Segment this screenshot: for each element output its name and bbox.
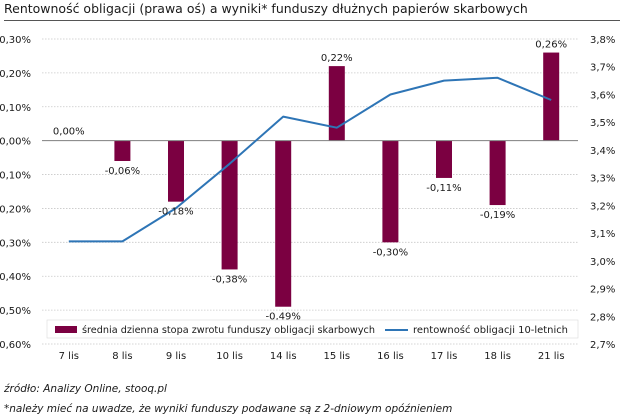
left-tick-label: -0,40% [0, 272, 31, 283]
left-tick-label: -0,10% [0, 171, 31, 182]
left-tick-label: -0,60% [0, 340, 31, 351]
x-tick-label: 21 lis [538, 351, 565, 362]
right-tick-label: 3,6% [590, 90, 615, 101]
legend-box [46, 319, 579, 339]
bar [275, 140, 292, 307]
bar-data-labels: 0,00% -0,06% -0,18% -0,38% -0,49% 0,22% -0,30%… [53, 40, 567, 323]
left-tick-label: -0,50% [0, 306, 31, 317]
legend-bar-label: średnia dzienna stopa zwrotu funduszy ob… [82, 325, 375, 336]
right-tick-label: 3,5% [590, 118, 615, 129]
bar-data-label: -0,49% [266, 312, 301, 323]
bar-series [114, 52, 560, 307]
left-tick-label: 0,20% [0, 69, 31, 80]
gridlines [42, 38, 578, 345]
right-axis-ticks: 3,8% 3,7% 3,6% 3,5% 3,4% 3,3% 3,2% 3,1% 3,0% 2,9%… [590, 35, 615, 351]
bar [543, 52, 560, 141]
bar [114, 140, 131, 161]
bar [436, 140, 452, 178]
bar-data-label: -0,18% [158, 207, 193, 218]
bar-data-label: 0,22% [321, 53, 353, 64]
x-tick-label: 8 lis [112, 351, 132, 362]
right-tick-label: 3,3% [590, 174, 615, 185]
left-tick-label: -0,30% [0, 238, 31, 249]
x-tick-label: 18 lis [484, 351, 511, 362]
right-tick-label: 3,0% [590, 257, 615, 268]
x-tick-label: 15 lis [323, 351, 350, 362]
line-series [68, 76, 552, 243]
bar-data-label: -0,38% [212, 274, 247, 285]
right-tick-label: 2,9% [590, 285, 615, 296]
left-tick-label: 0,10% [0, 103, 31, 114]
legend-line-label: rentowność obligacji 10-letnich [413, 325, 568, 336]
x-tick-label: 14 lis [270, 351, 297, 362]
left-tick-label: -0,20% [0, 204, 31, 215]
footnote: *należy mieć na uwadze, że wyniki fundus… [4, 403, 453, 415]
bar [489, 140, 506, 206]
legend-bar-swatch [55, 326, 77, 333]
source-note: źródło: Analizy Online, stooq.pl [4, 383, 167, 395]
x-tick-label: 17 lis [431, 351, 458, 362]
bar [328, 66, 345, 141]
chart-title: Rentowność obligacji (prawa oś) a wyniki… [4, 0, 620, 21]
left-tick-label: 0,30% [0, 35, 31, 46]
bar-data-label: -0,06% [105, 166, 140, 177]
bar [221, 140, 238, 270]
left-tick-label: 0,00% [0, 137, 31, 148]
left-axis-ticks: 0,30% 0,20% 0,10% 0,00% -0,10% -0,20% -0,30% -0… [0, 35, 31, 351]
x-tick-label: 9 lis [166, 351, 186, 362]
right-tick-label: 3,7% [590, 63, 615, 74]
combo-chart: 0,00% -0,06% -0,18% -0,38% -0,49% 0,22% -0,30%… [0, 35, 615, 362]
bar [168, 140, 184, 202]
bar-data-label: -0,11% [426, 183, 461, 194]
x-tick-label: 16 lis [377, 351, 404, 362]
bar-data-label: 0,26% [535, 40, 567, 51]
bar-data-label: -0,19% [480, 210, 515, 221]
right-tick-label: 2,7% [590, 340, 615, 351]
x-axis-ticks: 7 lis 8 lis 9 lis 10 lis 14 lis 15 lis 16 lis 1… [59, 351, 565, 362]
right-tick-label: 3,4% [590, 146, 615, 157]
x-tick-label: 7 lis [59, 351, 79, 362]
right-tick-label: 3,1% [590, 229, 615, 240]
bar-data-label: 0,00% [53, 127, 85, 138]
legend: średnia dzienna stopa zwrotu funduszy ob… [46, 319, 579, 339]
bar-data-label: -0,30% [373, 247, 408, 258]
line-series-path [68, 76, 552, 243]
right-tick-label: 2,8% [590, 312, 615, 323]
bar [382, 140, 399, 243]
x-tick-label: 10 lis [216, 351, 243, 362]
right-tick-label: 3,8% [590, 35, 615, 46]
right-tick-label: 3,2% [590, 201, 615, 212]
